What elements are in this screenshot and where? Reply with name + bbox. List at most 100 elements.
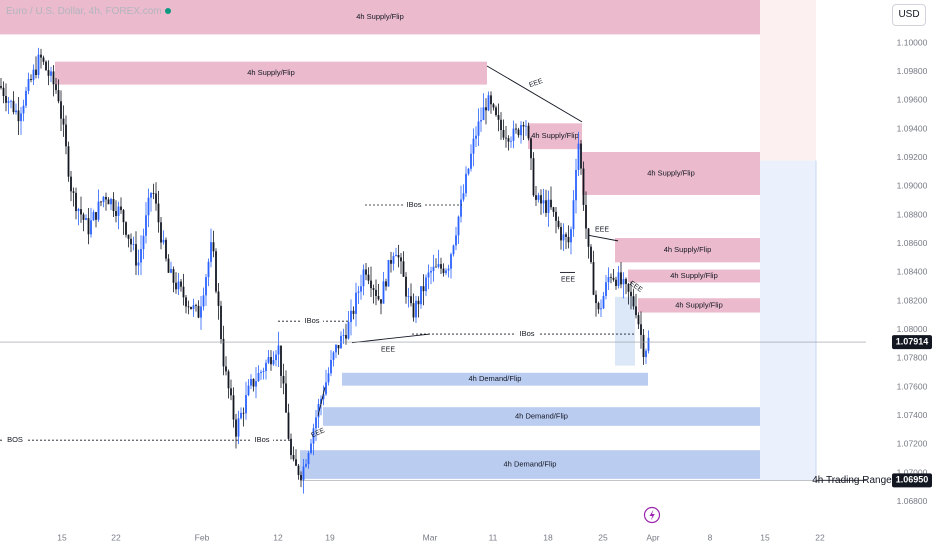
candle-body [232,395,235,420]
candle-body [632,296,635,307]
candle-body [332,352,335,360]
y-tick-7: 1.08600 [897,238,928,248]
currency-button[interactable]: USD [892,4,926,26]
candle-body [505,137,507,139]
candle-body [237,418,240,437]
candle-body [565,234,567,237]
candle-body [265,362,267,372]
candle-body [587,228,590,247]
candle-body [55,84,57,91]
candle-body [365,269,367,275]
liquidity-line-3 [587,234,619,242]
candle-body [250,379,252,386]
candle-body [105,196,107,200]
candle-body [52,71,55,85]
candle-body [525,125,527,127]
candle-body [240,412,242,419]
event-lightning-icon[interactable] [643,506,661,524]
demand-zone-label-9: 4h Demand/Flip [504,460,557,469]
candle-body [315,417,317,429]
candle-body [95,212,97,220]
candle-body [432,266,435,271]
candle-body [397,254,400,258]
candle-body [32,69,35,81]
y-tick-10: 1.08000 [897,324,928,334]
y-tick-6: 1.08800 [897,209,928,219]
candle-body [595,294,597,304]
candle-body [207,261,210,278]
candle-body [122,210,125,223]
liquidity-line-1 [486,65,583,123]
supply-zone-label-3: 4h Supply/Flip [647,168,695,177]
candle-body [292,455,295,460]
demand-zone-8 [323,407,760,426]
candle-body [645,350,647,358]
candle-body [385,281,387,287]
candle-body [165,239,167,259]
candle-body [25,90,27,106]
liquidity-label-3: EEE [561,276,575,283]
candle-body [30,78,32,81]
candle-body [302,466,305,481]
candle-body [627,283,630,292]
candle-body [255,381,257,387]
candle-body [570,229,572,243]
market-status-icon [164,8,171,15]
candle-body [487,95,490,111]
price-label-bg-1 [892,473,932,488]
candle-body [537,195,540,200]
y-tick-15: 1.07000 [897,467,928,477]
x-tick-1: 22 [111,532,121,542]
candle-body [10,100,12,102]
candle-body [555,211,557,221]
candle-body [545,200,547,213]
x-tick-2: Feb [195,532,210,542]
candle-body [35,69,37,76]
candle-body [65,124,67,147]
candle-body [415,300,417,318]
candle-body [280,345,282,376]
candle-body [140,249,142,263]
x-tick-0: 15 [57,532,67,542]
candle-body [200,306,202,318]
candle-body [245,395,247,414]
structure-label-bg-1 [251,435,273,446]
candle-body [202,295,205,307]
structure-label-bg-0 [4,435,26,446]
symbol-title[interactable]: Euro / U.S. Dollar, 4h, FOREX.com [6,6,171,17]
candle-body [450,254,452,269]
candle-body [272,360,275,365]
candle-body [337,344,340,349]
candle-body [402,261,405,277]
candle-body [390,260,392,264]
structure-label-4: IBos [519,329,534,338]
candle-body [635,306,637,316]
symbol-name: Euro / U.S. Dollar, 4h, FOREX.com [6,6,162,17]
candle-body [17,110,20,122]
supply-zone-6 [638,298,760,313]
candle-body [305,464,307,467]
candle-body [2,87,5,97]
candle-body [107,199,110,205]
y-tick-2: 1.09600 [897,95,928,105]
candle-body [640,324,642,335]
candle-body [137,262,140,266]
candle-body [362,269,365,287]
candle-body [457,216,460,236]
candle-body [562,234,565,241]
candle-body [602,295,605,309]
candle-body [517,129,520,136]
candle-body [622,279,625,285]
x-tick-6: 11 [489,532,498,542]
x-tick-5: Mar [423,532,438,542]
candle-body [177,281,180,290]
supply-zone-3 [582,151,760,195]
candle-body [157,203,160,223]
candle-body [282,375,285,384]
candle-body [220,305,222,340]
candle-body [40,54,42,58]
supply-zone-1 [55,61,487,85]
candle-body [75,192,77,212]
